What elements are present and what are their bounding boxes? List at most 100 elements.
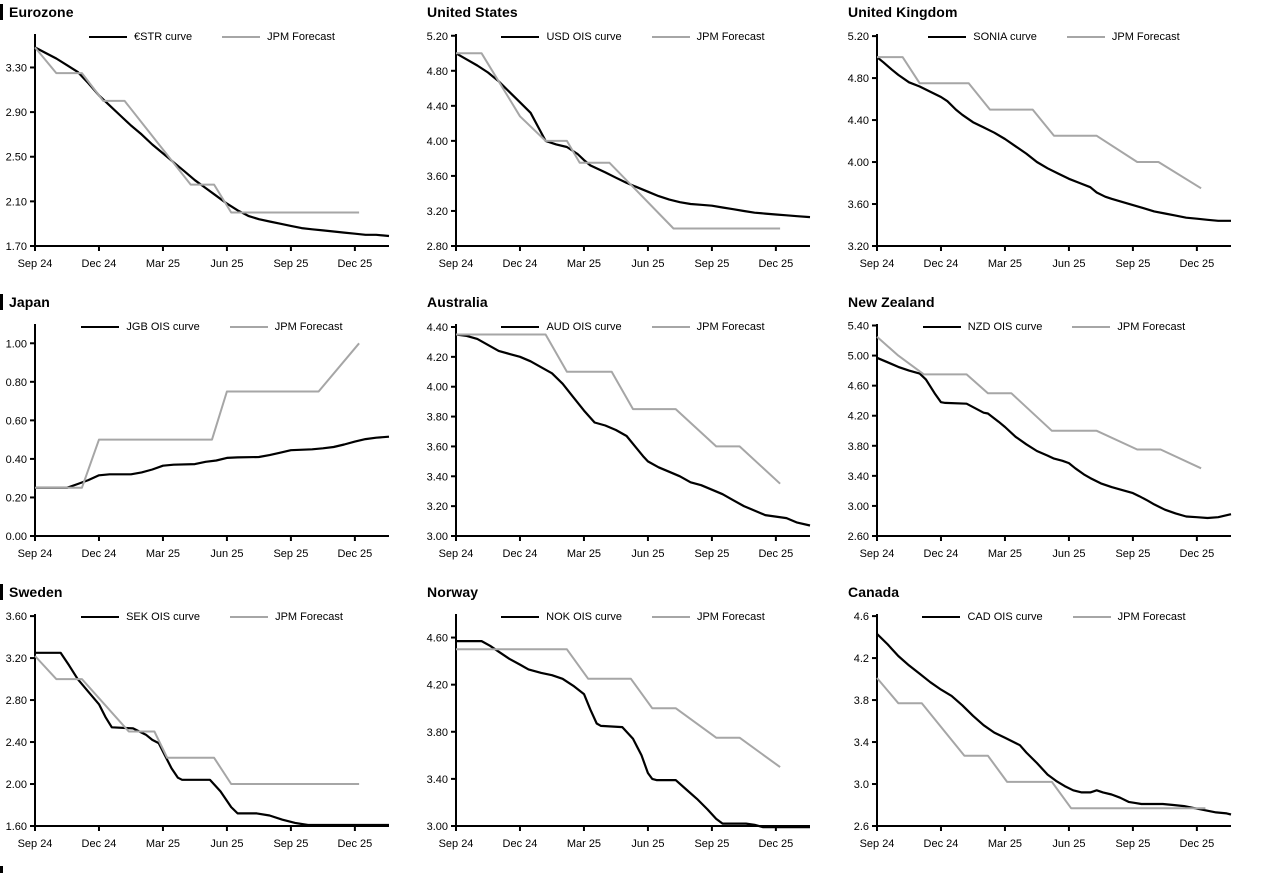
chart-title: Japan [9,294,50,310]
chart-plot: 1.00 0.80 0.60 0.40 0.20 0.00 Sep 24 Dec 24 Mar … [6,324,390,560]
x-tick-label: Dec 25 [1179,258,1214,270]
y-tick-label: 4.20 [427,352,448,364]
x-tick-label: Dec 24 [82,838,117,850]
y-tick-label: 1.60 [6,821,27,833]
x-tick-label: Sep 25 [694,548,729,560]
x-tick-label: Dec 24 [924,838,959,850]
y-tick-label: 3.60 [848,199,869,211]
chart-title: Eurozone [9,4,74,20]
series-line-cad-ois-curve [876,633,1232,816]
chart-plot: 4.6 4.2 3.8 3.4 3.0 2.6 Sep 24 Dec 24 Mar 25 Jun … [854,611,1232,850]
x-tick-label: Sep 24 [439,548,474,560]
x-tick-label: Sep 25 [273,258,308,270]
chart-title: United States [427,4,518,20]
y-tick-label: 3.60 [427,441,448,453]
x-tick-label: Dec 25 [758,548,793,560]
x-tick-label: Jun 25 [631,548,664,560]
x-tick-label: Dec 25 [1179,548,1214,560]
x-tick-label: Jun 25 [1052,258,1085,270]
chart-title-row: Canada [842,580,1264,602]
y-tick-label: 3.8 [854,695,869,707]
y-tick-label: 0.80 [6,377,27,389]
x-tick-label: Dec 24 [503,548,538,560]
chart-united-states: United States 5.20 4.80 4.40 4.00 3.60 3.20 2.8… [421,0,842,290]
y-tick-label: 1.70 [6,241,27,253]
x-tick-label: Jun 25 [1052,548,1085,560]
x-tick-label: Sep 25 [273,838,308,850]
x-tick-label: Dec 24 [503,258,538,270]
y-tick-label: 5.40 [848,321,869,333]
x-tick-label: Mar 25 [146,258,180,270]
series-line-sek-ois-curve [35,651,389,827]
chart-title: New Zealand [848,294,935,310]
chart-title: United Kingdom [848,4,958,20]
y-tick-label: 3.20 [427,206,448,218]
y-tick-label: 0.60 [6,415,27,427]
x-tick-label: Dec 25 [337,838,372,850]
section-marker [0,4,3,20]
x-tick-label: Mar 25 [988,548,1022,560]
x-tick-label: Jun 25 [210,548,243,560]
chart-title-row: United States [421,0,842,22]
x-tick-label: Sep 24 [860,838,895,850]
y-tick-label: 4.40 [427,322,448,334]
x-tick-label: Sep 25 [1115,548,1150,560]
x-tick-label: Mar 25 [567,548,601,560]
chart-plot: 5.40 5.00 4.60 4.20 3.80 3.40 3.00 2.60 Sep 24 De… [848,321,1232,560]
chart-plot: 4.60 4.20 3.80 3.40 3.00 Sep 24 Dec 24 Mar 25 Ju… [427,614,810,850]
series-line-jpm-forecast [35,342,360,489]
y-tick-label: 4.00 [427,136,448,148]
x-tick-label: Sep 24 [18,838,53,850]
y-tick-label: 3.4 [854,737,869,749]
y-tick-label: 0.00 [6,531,27,543]
y-tick-label: 3.40 [848,471,869,483]
x-tick-label: Dec 24 [924,548,959,560]
x-tick-label: Dec 25 [758,258,793,270]
x-tick-label: Sep 24 [860,548,895,560]
chart-australia: Australia 4.40 4.20 4.00 3.80 3.60 3.40 3.20 3.0… [421,290,842,580]
y-tick-label: 3.00 [427,821,448,833]
x-tick-label: Sep 24 [18,258,53,270]
x-tick-label: Dec 25 [758,838,793,850]
series-line-jpm-forecast [34,46,360,214]
y-tick-label: 0.40 [6,454,27,466]
y-tick-label: 4.2 [854,653,869,665]
chart-sweden: Sweden 3.60 3.20 2.80 2.40 2.00 1.60 Sep 24 Dec … [0,580,421,873]
x-tick-label: Mar 25 [567,838,601,850]
x-tick-label: Sep 25 [694,258,729,270]
x-tick-label: Sep 25 [1115,838,1150,850]
y-tick-label: 4.80 [848,73,869,85]
y-tick-label: 3.80 [427,412,448,424]
y-tick-label: 3.20 [848,241,869,253]
series-line-nok-ois-curve [456,639,810,829]
y-tick-label: 3.80 [848,441,869,453]
series-line-jpm-forecast [876,677,1206,810]
x-tick-label: Sep 24 [439,838,474,850]
x-tick-label: Mar 25 [146,838,180,850]
y-tick-label: 4.60 [848,381,869,393]
section-marker-partial [0,866,3,873]
y-tick-label: 3.0 [854,779,869,791]
section-marker [0,294,3,310]
chart-plot: 5.20 4.80 4.40 4.00 3.60 3.20 Sep 24 Dec 24 Mar … [848,31,1231,270]
chart-plot: 5.20 4.80 4.40 4.00 3.60 3.20 2.80 Sep 24 Dec 24… [427,31,811,270]
series-line-jgb-ois-curve [35,435,390,489]
chart-title: Sweden [9,584,63,600]
y-tick-label: 2.10 [6,196,27,208]
x-tick-label: Sep 25 [1115,258,1150,270]
y-tick-label: 4.20 [848,411,869,423]
chart-new-zealand: New Zealand 5.40 5.00 4.60 4.20 3.80 3.40 3.00 2… [842,290,1264,580]
y-tick-label: 2.40 [6,737,27,749]
section-marker [0,584,3,600]
x-tick-label: Jun 25 [1052,838,1085,850]
chart-plot: 3.30 2.90 2.50 2.10 1.70 Sep 24 Dec 24 Mar 25 Ju… [6,34,390,270]
y-tick-label: 2.00 [6,779,27,791]
series-line-usd-ois-curve [455,52,811,219]
chart-united-kingdom: United Kingdom 5.20 4.80 4.40 4.00 3.60 3.20 Se… [842,0,1264,290]
chart-canada: Canada 4.6 4.2 3.8 3.4 3.0 2.6 Sep 24 Dec 24 Mar … [842,580,1264,873]
series-line-jpm-forecast [456,52,781,230]
y-tick-label: 2.6 [854,821,869,833]
x-tick-label: Dec 25 [337,258,372,270]
chart-title-row: Sweden [0,580,421,602]
y-tick-label: 3.20 [6,653,27,665]
